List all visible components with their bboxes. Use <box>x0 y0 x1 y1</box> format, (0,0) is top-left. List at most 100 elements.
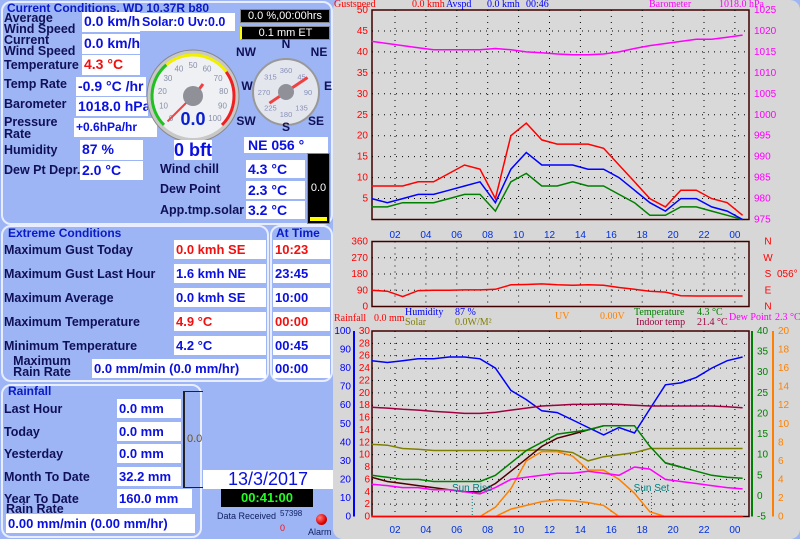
apptemp-label: App.tmp.solar <box>160 203 245 217</box>
temp-rate-label: Temp Rate <box>4 77 67 91</box>
avg-wind-value: 0.0 km/h <box>82 12 140 32</box>
compass-tick-label: 270 <box>258 88 271 97</box>
series-line <box>371 172 743 221</box>
x-tick-label: 10 <box>513 525 525 536</box>
y-tick-label-left: 0 <box>362 302 368 313</box>
gauge-hub <box>183 86 203 106</box>
x-tick-label: 00 <box>729 230 741 241</box>
gauge-tick-label: 100 <box>208 114 222 123</box>
compass-label-se: SE <box>308 114 324 128</box>
apptemp-value: 3.2 °C <box>246 201 305 219</box>
y-tick-label-left: 30 <box>357 89 369 100</box>
y-tick-label-rain: 20 <box>359 388 371 399</box>
rain-bar-fill <box>310 217 327 221</box>
y-tick-label-right: S <box>765 269 772 280</box>
sun-marker-label: Sun Rise <box>452 483 493 494</box>
y-tick-label-uv: 16 <box>778 363 790 374</box>
y-tick-label-right: N <box>764 237 771 248</box>
clock-display: 00:41:00 <box>221 489 313 507</box>
y-tick-label-humidity: 0 <box>345 512 351 523</box>
plot-area <box>371 9 750 221</box>
compass-label-nw: NW <box>236 45 257 59</box>
cur-wind-label: Current Wind Speed <box>4 33 76 58</box>
compass-label-w: W <box>241 79 253 93</box>
series-line <box>371 443 743 462</box>
compass-tick-label: 90 <box>304 88 312 97</box>
y-tick-label-rain: 6 <box>364 474 370 485</box>
y-tick-label-humidity: 40 <box>340 437 352 448</box>
compass-tick-label: 225 <box>264 104 277 113</box>
x-tick-label: 12 <box>544 525 556 536</box>
y-tick-label-right: 1020 <box>754 26 777 37</box>
y-tick-label-uv: 12 <box>778 400 790 411</box>
dewdep-value: 2.0 °C <box>80 161 143 180</box>
compass-hub <box>278 84 294 100</box>
sun-hours-display: 0.0 %,00:00hrs <box>240 9 330 23</box>
x-tick-label: 04 <box>420 230 432 241</box>
y-tick-label-temp: 35 <box>757 347 769 358</box>
cur-wind-value: 0.0 km/h <box>82 34 140 54</box>
extreme-row-label: Minimum Temperature <box>4 339 138 353</box>
extreme-row-label: Maximum Gust Today <box>4 243 133 257</box>
data-received-count: 57398 <box>280 509 303 518</box>
max-rainrate-time: 00:00 <box>273 359 330 378</box>
x-tick-label: 20 <box>668 525 680 536</box>
data-received-label: Data Received <box>217 511 277 521</box>
extreme-row-time: 00:45 <box>273 336 330 355</box>
gauge-tick-label: 10 <box>159 102 168 111</box>
x-tick-label: 18 <box>637 525 649 536</box>
y-tick-label-right: 990 <box>754 152 771 163</box>
x-tick-label: 10 <box>513 230 525 241</box>
y-tick-label-temp: 15 <box>757 429 769 440</box>
x-tick-label: 20 <box>668 230 680 241</box>
y-tick-label-rain: 26 <box>359 351 371 362</box>
dew-graph-value: 2.3 °C <box>775 312 800 323</box>
y-tick-label-left: 180 <box>351 269 368 280</box>
y-tick-label-humidity: 10 <box>340 493 352 504</box>
x-tick-label: 00 <box>729 525 741 536</box>
dewpt-value: 2.3 °C <box>246 181 305 199</box>
compass-label-n: N <box>282 37 291 51</box>
gauge-tick-label: 50 <box>189 61 198 70</box>
y-tick-label-uv: 6 <box>778 456 784 467</box>
extreme-row-label: Maximum Temperature <box>4 315 140 329</box>
y-tick-label-rain: 18 <box>359 400 371 411</box>
dewpt-label: Dew Point <box>160 182 221 196</box>
beaufort-value: 0 bft <box>174 140 212 160</box>
y-tick-label-uv: 14 <box>778 382 790 393</box>
y-tick-label-temp: 20 <box>757 408 769 419</box>
uv-graph-value: 0.00V <box>600 311 625 322</box>
y-tick-label-right: 1015 <box>754 47 777 58</box>
error-count: 0 <box>280 523 286 533</box>
wind-speed-gauge: 01020304050607080901000.0 <box>146 49 240 140</box>
x-tick-label: 14 <box>575 525 587 536</box>
compass-tick-label: 135 <box>295 104 308 113</box>
x-tick-label: 06 <box>451 525 463 536</box>
y-tick-label-right: 1000 <box>754 110 777 121</box>
x-tick-label: 16 <box>606 525 618 536</box>
alarm-indicator[interactable] <box>316 514 327 525</box>
y-tick-label-rain: 14 <box>359 425 371 436</box>
y-tick-label-humidity: 50 <box>340 419 352 430</box>
alarm-label: Alarm <box>308 527 332 537</box>
y-tick-label-temp: 30 <box>757 367 769 378</box>
sun-marker-label: Sun Set <box>634 483 670 494</box>
y-tick-label-humidity: 70 <box>340 382 352 393</box>
press-rate-value: +0.6hPa/hr <box>74 118 157 137</box>
solar-graph-value: 0.0W/M² <box>455 317 492 328</box>
y-tick-label-rain: 0 <box>364 512 370 523</box>
x-tick-label: 08 <box>482 230 494 241</box>
y-tick-label-left: 35 <box>357 68 369 79</box>
y-tick-label-humidity: 60 <box>340 400 352 411</box>
gauge-tick-label: 30 <box>163 74 172 83</box>
y-tick-label-left: 45 <box>357 26 369 37</box>
max-rainrate-value: 0.0 mm/min (0.0 mm/hr) <box>92 359 266 378</box>
compass-tick-label: 45 <box>297 72 305 81</box>
rainfall-row-label: Year To Date <box>4 492 79 506</box>
compass-tick-label: 180 <box>280 110 293 119</box>
hum-label: Humidity <box>4 143 58 157</box>
temp-graph-label: Temperature <box>634 307 685 318</box>
extreme-row-value: 4.9 °C <box>174 312 266 331</box>
current-conditions-title: Current Conditions, WD 10.37R b80 <box>7 1 210 15</box>
y-tick-label-rain: 30 <box>359 326 371 337</box>
